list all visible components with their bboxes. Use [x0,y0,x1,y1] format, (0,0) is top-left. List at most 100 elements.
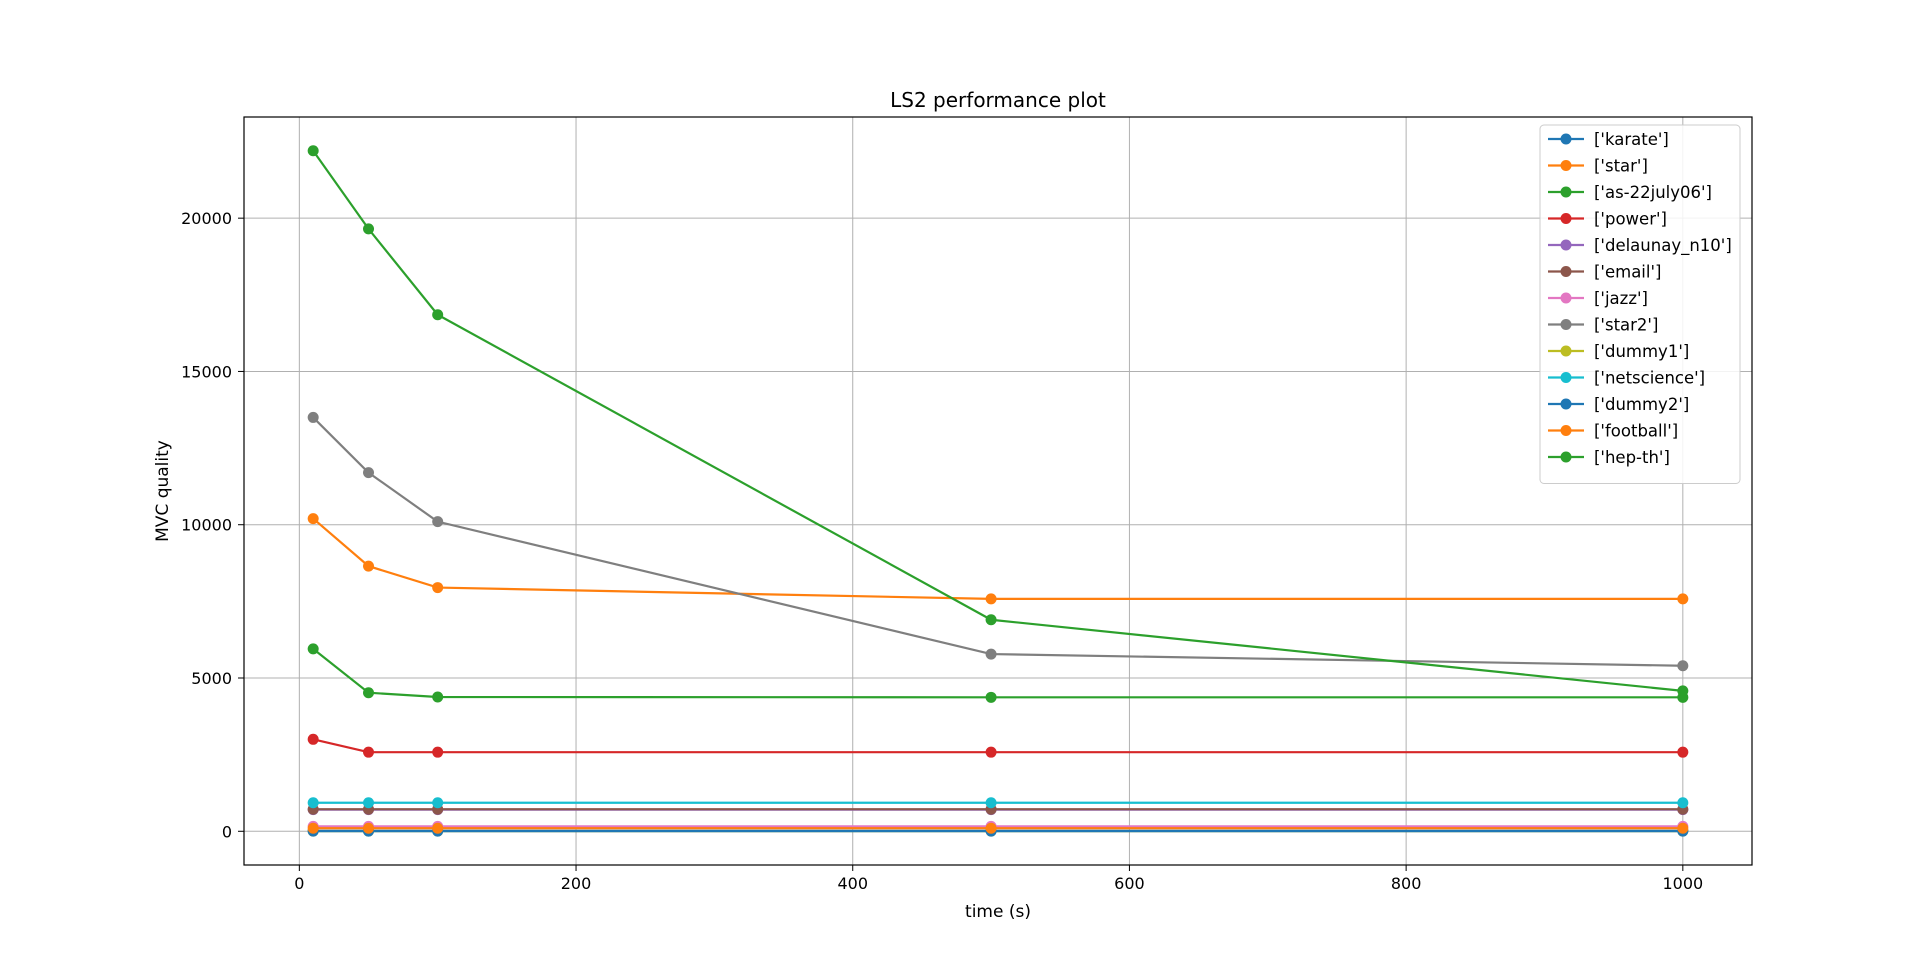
legend-item: ['star2'] [1548,316,1658,335]
legend-item: ['jazz'] [1548,289,1648,308]
plot-frame [243,116,1753,866]
legend-item: ['dummy1'] [1548,342,1689,361]
legend-marker [1560,133,1572,145]
y-tick-label: 0 [222,822,232,841]
series-12 [307,145,1689,697]
series-2 [307,643,1689,703]
legend: ['karate'] ['star'] ['as-22july06'] ['power… [1539,124,1741,484]
series-line [312,648,1683,699]
x-tick-label: 600 [1114,874,1145,893]
data-point [307,822,319,834]
x-tick-label: 800 [1391,874,1422,893]
y-tick-label: 5000 [191,669,232,688]
data-point [985,614,997,626]
x-tick-label: 1000 [1662,874,1703,893]
x-tick-label: 200 [561,874,592,893]
legend-item: ['star'] [1548,157,1648,176]
x-tick-label: 0 [294,874,304,893]
x-axis-label: time (s) [965,902,1031,922]
legend-label: ['star2'] [1594,316,1658,335]
data-point [432,822,444,834]
data-point [432,309,444,321]
legend-marker [1560,398,1572,410]
y-tick-label: 20000 [181,209,232,228]
data-point [432,582,444,594]
data-point [985,797,997,809]
legend-item: ['netscience'] [1548,369,1705,388]
data-point [307,797,319,809]
legend-label: ['delaunay_n10'] [1594,236,1732,256]
legend-marker [1560,451,1572,463]
data-point [363,822,375,834]
legend-marker [1560,160,1572,171]
legend-label: ['dummy2'] [1594,395,1689,414]
legend-item: ['as-22july06'] [1548,183,1712,202]
legend-marker [1560,292,1572,304]
data-point [363,746,375,758]
x-tick-label: 400 [837,874,868,893]
data-point [432,797,444,809]
data-point [363,223,375,235]
legend-item: ['karate'] [1548,130,1669,149]
legend-marker [1560,425,1572,436]
data-point [1677,746,1689,758]
legend-label: ['jazz'] [1594,289,1648,308]
y-axis-label: MVC quality [153,440,173,542]
data-point [1677,685,1689,697]
legend-marker [1560,266,1572,277]
series-5 [307,803,1689,815]
legend-item: ['dummy2'] [1548,395,1689,414]
data-point [1677,797,1689,809]
data-point [363,560,375,572]
legend-item: ['delaunay_n10'] [1548,236,1732,256]
legend-marker [1560,186,1572,198]
data-point [432,691,444,703]
legend-label: ['power'] [1594,210,1667,229]
legend-marker [1560,213,1572,224]
legend-marker [1560,372,1572,383]
data-point [432,746,444,758]
legend-label: ['karate'] [1594,130,1669,149]
data-point [307,643,319,655]
data-point [985,746,997,758]
data-point [985,648,997,660]
series-7 [307,411,1689,672]
legend-box [1539,124,1741,484]
data-point [432,516,444,528]
legend-label: ['star'] [1594,157,1648,176]
legend-marker [1560,319,1572,330]
chart-title: LS2 performance plot [890,88,1106,112]
data-point [1677,593,1689,605]
data-point [985,822,997,834]
legend-item: ['football'] [1548,422,1678,441]
series-9 [307,797,1689,809]
legend-label: ['football'] [1594,422,1678,441]
series-3 [307,733,1689,758]
series-line [312,738,1683,754]
data-point [307,733,319,745]
series-11 [307,822,1689,834]
series-layer [307,145,1689,837]
series-line [312,517,1683,601]
series-line [312,416,1683,667]
data-point [307,411,319,423]
legend-marker [1560,239,1572,251]
legend-item: ['power'] [1548,210,1667,229]
legend-marker [1560,345,1572,357]
data-point [307,145,319,157]
data-point [985,593,997,605]
legend-label: ['dummy1'] [1594,342,1689,361]
legend-item: ['hep-th'] [1548,448,1670,467]
legend-item: ['email'] [1548,263,1661,282]
data-point [985,691,997,703]
y-tick-label: 15000 [181,362,232,381]
legend-label: ['netscience'] [1594,369,1705,388]
data-point [307,513,319,525]
data-point [363,467,375,479]
y-tick-label: 10000 [181,516,232,535]
legend-label: ['as-22july06'] [1594,183,1712,202]
series-1 [307,513,1689,605]
data-point [363,687,375,699]
